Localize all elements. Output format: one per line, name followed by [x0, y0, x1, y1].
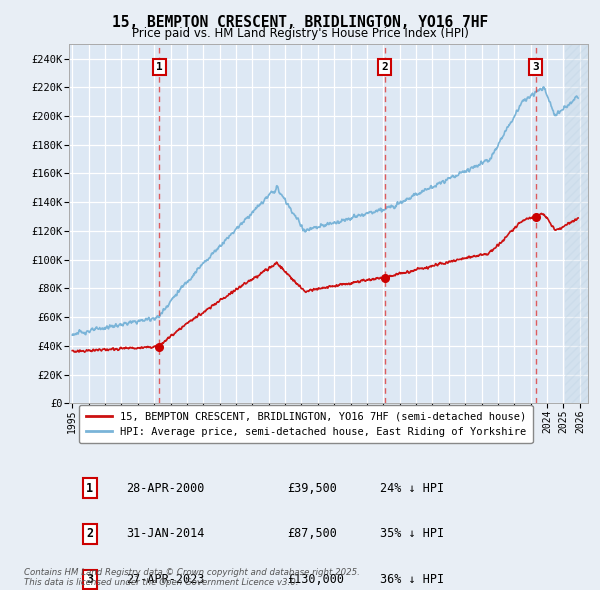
- Text: Price paid vs. HM Land Registry's House Price Index (HPI): Price paid vs. HM Land Registry's House …: [131, 27, 469, 40]
- Text: Contains HM Land Registry data © Crown copyright and database right 2025.
This d: Contains HM Land Registry data © Crown c…: [24, 568, 360, 587]
- Text: 1: 1: [156, 62, 163, 72]
- Legend: 15, BEMPTON CRESCENT, BRIDLINGTON, YO16 7HF (semi-detached house), HPI: Average : 15, BEMPTON CRESCENT, BRIDLINGTON, YO16 …: [79, 405, 533, 443]
- Text: 35% ↓ HPI: 35% ↓ HPI: [380, 527, 445, 540]
- Bar: [565, 44, 588, 403]
- Text: £87,500: £87,500: [287, 527, 337, 540]
- Text: 2: 2: [86, 527, 94, 540]
- Text: £39,500: £39,500: [287, 481, 337, 494]
- Text: 3: 3: [86, 573, 94, 586]
- Text: £130,000: £130,000: [287, 573, 344, 586]
- Text: 36% ↓ HPI: 36% ↓ HPI: [380, 573, 445, 586]
- Text: 2: 2: [381, 62, 388, 72]
- Text: 1: 1: [86, 481, 94, 494]
- Text: 28-APR-2000: 28-APR-2000: [126, 481, 205, 494]
- Text: 24% ↓ HPI: 24% ↓ HPI: [380, 481, 445, 494]
- Text: 31-JAN-2014: 31-JAN-2014: [126, 527, 205, 540]
- Text: 15, BEMPTON CRESCENT, BRIDLINGTON, YO16 7HF: 15, BEMPTON CRESCENT, BRIDLINGTON, YO16 …: [112, 15, 488, 30]
- Text: 3: 3: [533, 62, 539, 72]
- Text: 27-APR-2023: 27-APR-2023: [126, 573, 205, 586]
